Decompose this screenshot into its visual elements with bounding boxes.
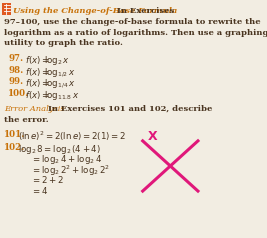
Text: $f(x) =$: $f(x) =$ — [25, 77, 50, 89]
Text: $\log_2 8 = \log_2(4 + 4)$: $\log_2 8 = \log_2(4 + 4)$ — [18, 143, 101, 156]
Text: $\log_{11.8} x$: $\log_{11.8} x$ — [44, 89, 80, 102]
Text: $\log_{1/4} x$: $\log_{1/4} x$ — [44, 77, 76, 90]
Text: $f(x) =$: $f(x) =$ — [25, 66, 50, 78]
Text: $f(x) =$: $f(x) =$ — [25, 89, 50, 101]
Text: 100.: 100. — [8, 89, 30, 98]
Text: 102.: 102. — [4, 143, 25, 152]
Text: $(\ln e)^2 = 2(\ln e) = 2(1) = 2$: $(\ln e)^2 = 2(\ln e) = 2(1) = 2$ — [18, 130, 126, 143]
Text: $\log_2 x$: $\log_2 x$ — [44, 54, 70, 67]
Text: $\log_{1/2} x$: $\log_{1/2} x$ — [44, 66, 76, 79]
Text: logarithm as a ratio of logarithms. Then use a graphing: logarithm as a ratio of logarithms. Then… — [4, 29, 267, 36]
Text: Error Analysis: Error Analysis — [4, 105, 64, 113]
Text: $= 2 + 2$: $= 2 + 2$ — [32, 174, 65, 185]
Text: In Exercises 101 and 102, describe: In Exercises 101 and 102, describe — [48, 105, 213, 113]
Text: $f(x) =$: $f(x) =$ — [25, 54, 50, 66]
Text: $= 4$: $= 4$ — [32, 185, 49, 196]
Text: utility to graph the ratio.: utility to graph the ratio. — [4, 40, 123, 47]
Text: 97–100, use the change-of-base formula to rewrite the: 97–100, use the change-of-base formula t… — [4, 18, 260, 26]
Text: $\mathbf{X}$: $\mathbf{X}$ — [147, 130, 158, 143]
Text: 99.: 99. — [8, 77, 23, 86]
Text: In Exercises: In Exercises — [117, 7, 175, 15]
Text: 97.: 97. — [8, 54, 23, 63]
Text: 101.: 101. — [4, 130, 25, 139]
Text: $= \log_2 2^2 + \log_2 2^2$: $= \log_2 2^2 + \log_2 2^2$ — [32, 164, 111, 178]
Text: Using the Change-of-Base Formula: Using the Change-of-Base Formula — [13, 7, 177, 15]
Text: the error.: the error. — [4, 116, 48, 124]
Text: $= \log_2 4 + \log_2 4$: $= \log_2 4 + \log_2 4$ — [32, 153, 103, 166]
Text: 98.: 98. — [8, 66, 23, 75]
FancyBboxPatch shape — [2, 3, 11, 15]
